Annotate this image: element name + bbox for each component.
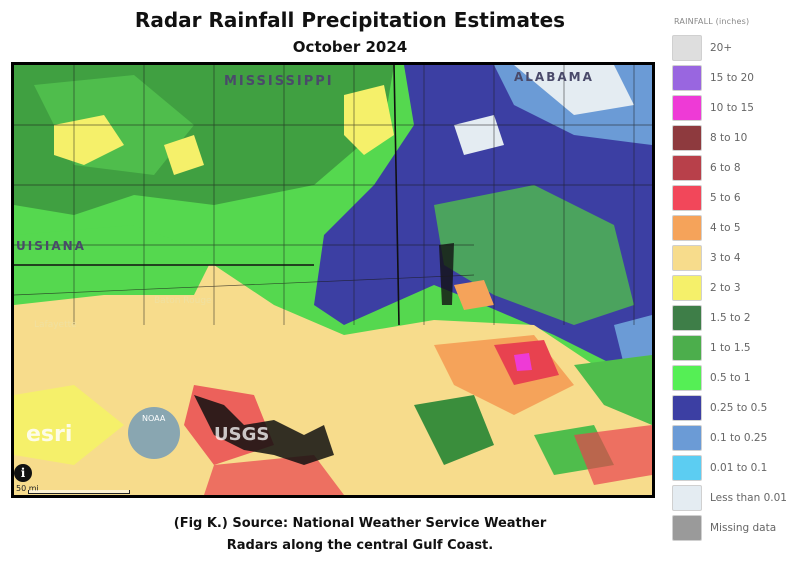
state-borders xyxy=(14,65,400,326)
legend-swatch xyxy=(672,95,702,121)
legend-item: 0.25 to 0.5 xyxy=(672,395,792,421)
green-gulf-east xyxy=(574,355,652,425)
legend-swatch xyxy=(672,335,702,361)
legend-label: 0.25 to 0.5 xyxy=(710,402,768,414)
legend-label: 15 to 20 xyxy=(710,72,754,84)
chart-subtitle: October 2024 xyxy=(292,38,408,56)
legend-label: 1 to 1.5 xyxy=(710,342,751,354)
legend-item: 0.01 to 0.1 xyxy=(672,455,792,481)
map-canvas: MISSISSIPPI ALABAMA UISIANA Baton Rouge … xyxy=(14,65,652,495)
dark-green-gulf xyxy=(414,395,494,465)
pale-region xyxy=(514,65,634,115)
legend-item: 1 to 1.5 xyxy=(672,335,792,361)
legend-label: 5 to 6 xyxy=(710,192,741,204)
red-patch-3 xyxy=(204,455,344,495)
legend-label: 6 to 8 xyxy=(710,162,741,174)
legend-item: 1.5 to 2 xyxy=(672,305,792,331)
yellow-patch-3 xyxy=(164,135,204,175)
esri-logo: esri xyxy=(26,422,72,447)
state-label-louisiana: UISIANA xyxy=(16,239,86,253)
legend-item: 6 to 8 xyxy=(672,155,792,181)
legend-swatch xyxy=(672,515,702,541)
legend-label: 3 to 4 xyxy=(710,252,741,264)
rainfall-map[interactable]: MISSISSIPPI ALABAMA UISIANA Baton Rouge … xyxy=(11,62,655,498)
legend-swatch xyxy=(672,425,702,451)
legend-item: Less than 0.01 xyxy=(672,485,792,511)
legend-swatch xyxy=(672,35,702,61)
legend-item: 8 to 10 xyxy=(672,125,792,151)
city-label-baton-rouge: Baton Rouge xyxy=(154,296,212,306)
legend-item: 20+ xyxy=(672,35,792,61)
legend-title: RAINFALL (inches) xyxy=(674,17,750,26)
legend-item: 2 to 3 xyxy=(672,275,792,301)
legend-label: 8 to 10 xyxy=(710,132,748,144)
legend-swatch xyxy=(672,365,702,391)
legend-swatch xyxy=(672,455,702,481)
info-icon[interactable]: i xyxy=(14,464,32,482)
green-inside-east xyxy=(434,185,634,325)
legend-item: 0.5 to 1 xyxy=(672,365,792,391)
scale-bar-line xyxy=(28,490,130,494)
legend-item: 15 to 20 xyxy=(672,65,792,91)
noaa-logo-circle xyxy=(128,407,180,459)
legend-swatch xyxy=(672,245,702,271)
legend-item: 10 to 15 xyxy=(672,95,792,121)
scale-label: 50 mi xyxy=(16,484,39,493)
yellow-south-west xyxy=(14,385,124,465)
red-patch-4 xyxy=(574,425,652,485)
legend-label: 0.1 to 0.25 xyxy=(710,432,768,444)
legend-label: 10 to 15 xyxy=(710,102,754,114)
noaa-logo-text: NOAA xyxy=(142,414,166,423)
legend-swatch xyxy=(672,215,702,241)
coastline-marsh xyxy=(194,395,334,465)
legend-item: 0.1 to 0.25 xyxy=(672,425,792,451)
city-label-lafayette: Lafayette xyxy=(34,320,77,330)
mobile-bay xyxy=(439,243,454,305)
legend-label: Missing data xyxy=(710,522,777,534)
legend-label: 1.5 to 2 xyxy=(710,312,751,324)
legend-label: 0.01 to 0.1 xyxy=(710,462,768,474)
legend-label: 2 to 3 xyxy=(710,282,741,294)
legend-swatch xyxy=(672,125,702,151)
legend-swatch xyxy=(672,185,702,211)
legend-swatch xyxy=(672,305,702,331)
legend-label: Less than 0.01 xyxy=(710,492,787,504)
magenta-patch xyxy=(514,353,532,371)
state-label-alabama: ALABAMA xyxy=(514,70,594,84)
legend-item: Missing data xyxy=(672,515,792,541)
orange-patch-2 xyxy=(454,280,494,310)
legend-swatch xyxy=(672,395,702,421)
usgs-logo: USGS xyxy=(214,424,269,445)
yellow-patch-2 xyxy=(344,85,394,155)
figure-caption-line1: (Fig K.) Source: National Weather Servic… xyxy=(173,516,547,531)
legend-item: 3 to 4 xyxy=(672,245,792,271)
legend-swatch xyxy=(672,65,702,91)
legend-label: 0.5 to 1 xyxy=(710,372,751,384)
legend-label: 4 to 5 xyxy=(710,222,741,234)
yellow-patch-1 xyxy=(54,115,124,165)
legend-swatch xyxy=(672,155,702,181)
county-lines xyxy=(14,65,652,325)
legend-swatch xyxy=(672,275,702,301)
legend-item: 5 to 6 xyxy=(672,185,792,211)
legend-swatch xyxy=(672,485,702,511)
legend-item: 4 to 5 xyxy=(672,215,792,241)
chart-title: Radar Rainfall Precipitation Estimates xyxy=(134,8,566,32)
legend-label: 20+ xyxy=(710,42,733,54)
figure-caption-line2: Radars along the central Gulf Coast. xyxy=(226,538,494,553)
state-label-mississippi: MISSISSIPPI xyxy=(224,74,334,89)
